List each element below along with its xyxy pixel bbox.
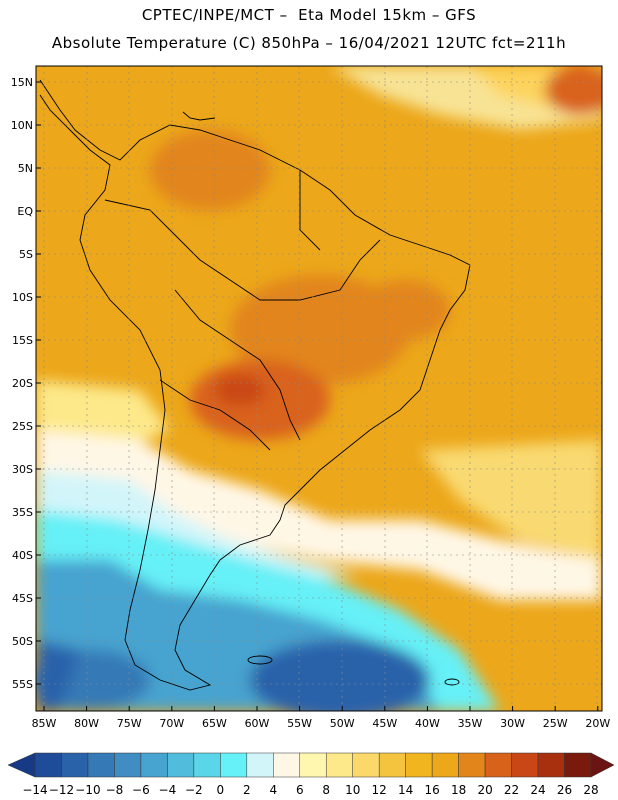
map-title-line-2: Absolute Temperature (C) 850hPa – 16/04/… (51, 34, 567, 52)
longitude-label: 35W (458, 717, 483, 730)
colorbar-swatch (458, 752, 486, 778)
longitude-label: 20W (585, 717, 610, 730)
colorbar-swatch (564, 752, 592, 778)
latitude-label: 40S (12, 549, 33, 562)
colorbar-swatch (87, 752, 115, 778)
latitude-label: 30S (12, 463, 33, 476)
longitude-label: 40W (415, 717, 440, 730)
longitude-label: 70W (159, 717, 184, 730)
colorbar-label: −10 (75, 783, 100, 797)
colorbar-label: −4 (159, 783, 177, 797)
colorbar-label: 6 (296, 783, 304, 797)
latitude-label: 50S (12, 635, 33, 648)
colorbar-swatch (378, 752, 406, 778)
latitude-label: 55S (12, 678, 33, 691)
latitude-label: 15S (12, 334, 33, 347)
longitude-label: 80W (74, 717, 99, 730)
colorbar-swatch (140, 752, 168, 778)
latitude-label: 20S (12, 377, 33, 390)
colorbar-swatch (325, 752, 353, 778)
colorbar-label: −2 (185, 783, 203, 797)
colorbar-label: 20 (477, 783, 492, 797)
longitude-label: 30W (500, 717, 525, 730)
colorbar-swatch (537, 752, 565, 778)
colorbar-label: 2 (243, 783, 251, 797)
map-title-line-1: CPTEC/INPE/MCT – Eta Model 15km – GFS (141, 6, 477, 24)
colorbar-label: 22 (504, 783, 519, 797)
latitude-label: 25S (12, 420, 33, 433)
colorbar-label: 18 (451, 783, 466, 797)
longitude-label: 75W (117, 717, 142, 730)
latitude-label: 45S (12, 592, 33, 605)
colorbar-swatch (273, 752, 301, 778)
colorbar-swatch (511, 752, 539, 778)
colorbar-swatch (34, 752, 62, 778)
colorbar-label: −12 (49, 783, 74, 797)
colorbar-label: 26 (557, 783, 572, 797)
colorbar-swatch (299, 752, 327, 778)
latitude-label: 5S (19, 248, 33, 261)
colorbar-swatch (352, 752, 380, 778)
colorbar-label: 28 (583, 783, 598, 797)
colorbar-label: −8 (106, 783, 124, 797)
latitude-labels: 15N 10N 5N EQ 5S 10S 15S 20S 25S 30S 35S 40S 45S 50S 5… (11, 76, 41, 691)
colorbar-label: −14 (22, 783, 47, 797)
colorbar-swatch (114, 752, 142, 778)
colorbar-label: 4 (269, 783, 277, 797)
coastline (39, 79, 471, 691)
longitude-label: 55W (287, 717, 312, 730)
colorbar-max-arrow (590, 752, 615, 778)
latitude-label: 15N (11, 76, 33, 89)
longitude-labels: 85W 80W 75W 70W 65W 60W 55W 50W 45W 40W 35W 30W 25W 2… (32, 706, 610, 730)
longitude-label: 45W (372, 717, 397, 730)
latitude-label: EQ (17, 205, 33, 218)
latitude-label: 10S (12, 291, 33, 304)
colorbar-label: 24 (530, 783, 545, 797)
colorbar-label: 8 (322, 783, 330, 797)
colorbar: −14 −12 −10 −8 −6 −4 −2 0 2 4 6 8 10 12 14 16 18 20 22 24 26… (7, 752, 615, 797)
colorbar-swatch (431, 752, 459, 778)
longitude-label: 65W (202, 717, 227, 730)
latitude-label: 10N (11, 119, 33, 132)
colorbar-label: 0 (217, 783, 225, 797)
latitude-label: 35S (12, 506, 33, 519)
colorbar-label: 16 (425, 783, 440, 797)
colorbar-swatch (61, 752, 89, 778)
colorbar-swatch (246, 752, 274, 778)
temperature-field (36, 66, 602, 711)
colorbar-label: −6 (132, 783, 150, 797)
colorbar-swatch (167, 752, 195, 778)
colorbar-swatch (220, 752, 248, 778)
colorbar-swatch (405, 752, 433, 778)
longitude-label: 85W (32, 717, 57, 730)
longitude-label: 60W (245, 717, 270, 730)
colorbar-min-arrow (7, 752, 36, 778)
colorbar-label: 14 (398, 783, 413, 797)
longitude-label: 25W (543, 717, 568, 730)
graticule (36, 66, 602, 711)
colorbar-label: 10 (345, 783, 360, 797)
colorbar-label: 12 (372, 783, 387, 797)
longitude-label: 50W (330, 717, 355, 730)
colorbar-swatch (484, 752, 512, 778)
map-border (35, 65, 603, 712)
latitude-label: 5N (18, 162, 33, 175)
colorbar-swatch (193, 752, 221, 778)
